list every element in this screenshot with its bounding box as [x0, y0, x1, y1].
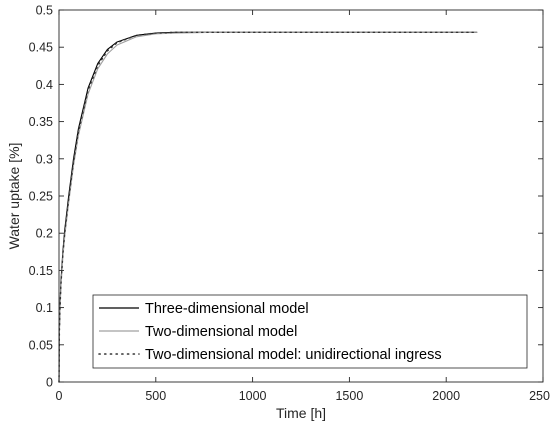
- legend-label-3: Two-dimensional model: unidirectional in…: [145, 347, 442, 363]
- x-tick-label: 2000: [432, 389, 460, 403]
- legend-entries: Three-dimensional model Two-dimensional m…: [98, 301, 442, 363]
- y-tick-label: 0.5: [36, 4, 53, 18]
- legend-label-1: Three-dimensional model: [145, 301, 309, 317]
- y-axis-label: Water uptake [%]: [6, 143, 22, 250]
- y-tick-label: 0.4: [36, 78, 53, 92]
- y-tick-label: 0.15: [29, 264, 53, 278]
- legend: Three-dimensional model Two-dimensional m…: [92, 294, 528, 369]
- y-tick-label: 0.45: [29, 41, 53, 55]
- x-tick-label: 1000: [239, 389, 267, 403]
- x-tick-label: 500: [145, 389, 166, 403]
- x-axis-label: Time [h]: [276, 405, 326, 421]
- series-layer: [58, 31, 478, 383]
- legend-box: [92, 294, 528, 369]
- y-tick-label: 0.05: [29, 338, 53, 352]
- y-tick-label: 0.35: [29, 115, 53, 129]
- x-tick-label: 1500: [335, 389, 363, 403]
- series-line-3: [58, 31, 478, 383]
- x-tick-label: 0: [56, 389, 63, 403]
- y-tick-label: 0: [46, 376, 53, 390]
- y-tick-label: 0.2: [36, 227, 53, 241]
- y-tick-label: 0.3: [36, 152, 53, 166]
- y-tick-label: 0.25: [29, 190, 53, 204]
- y-tick-label: 0.1: [36, 301, 53, 315]
- legend-label-2: Two-dimensional model: [145, 324, 297, 340]
